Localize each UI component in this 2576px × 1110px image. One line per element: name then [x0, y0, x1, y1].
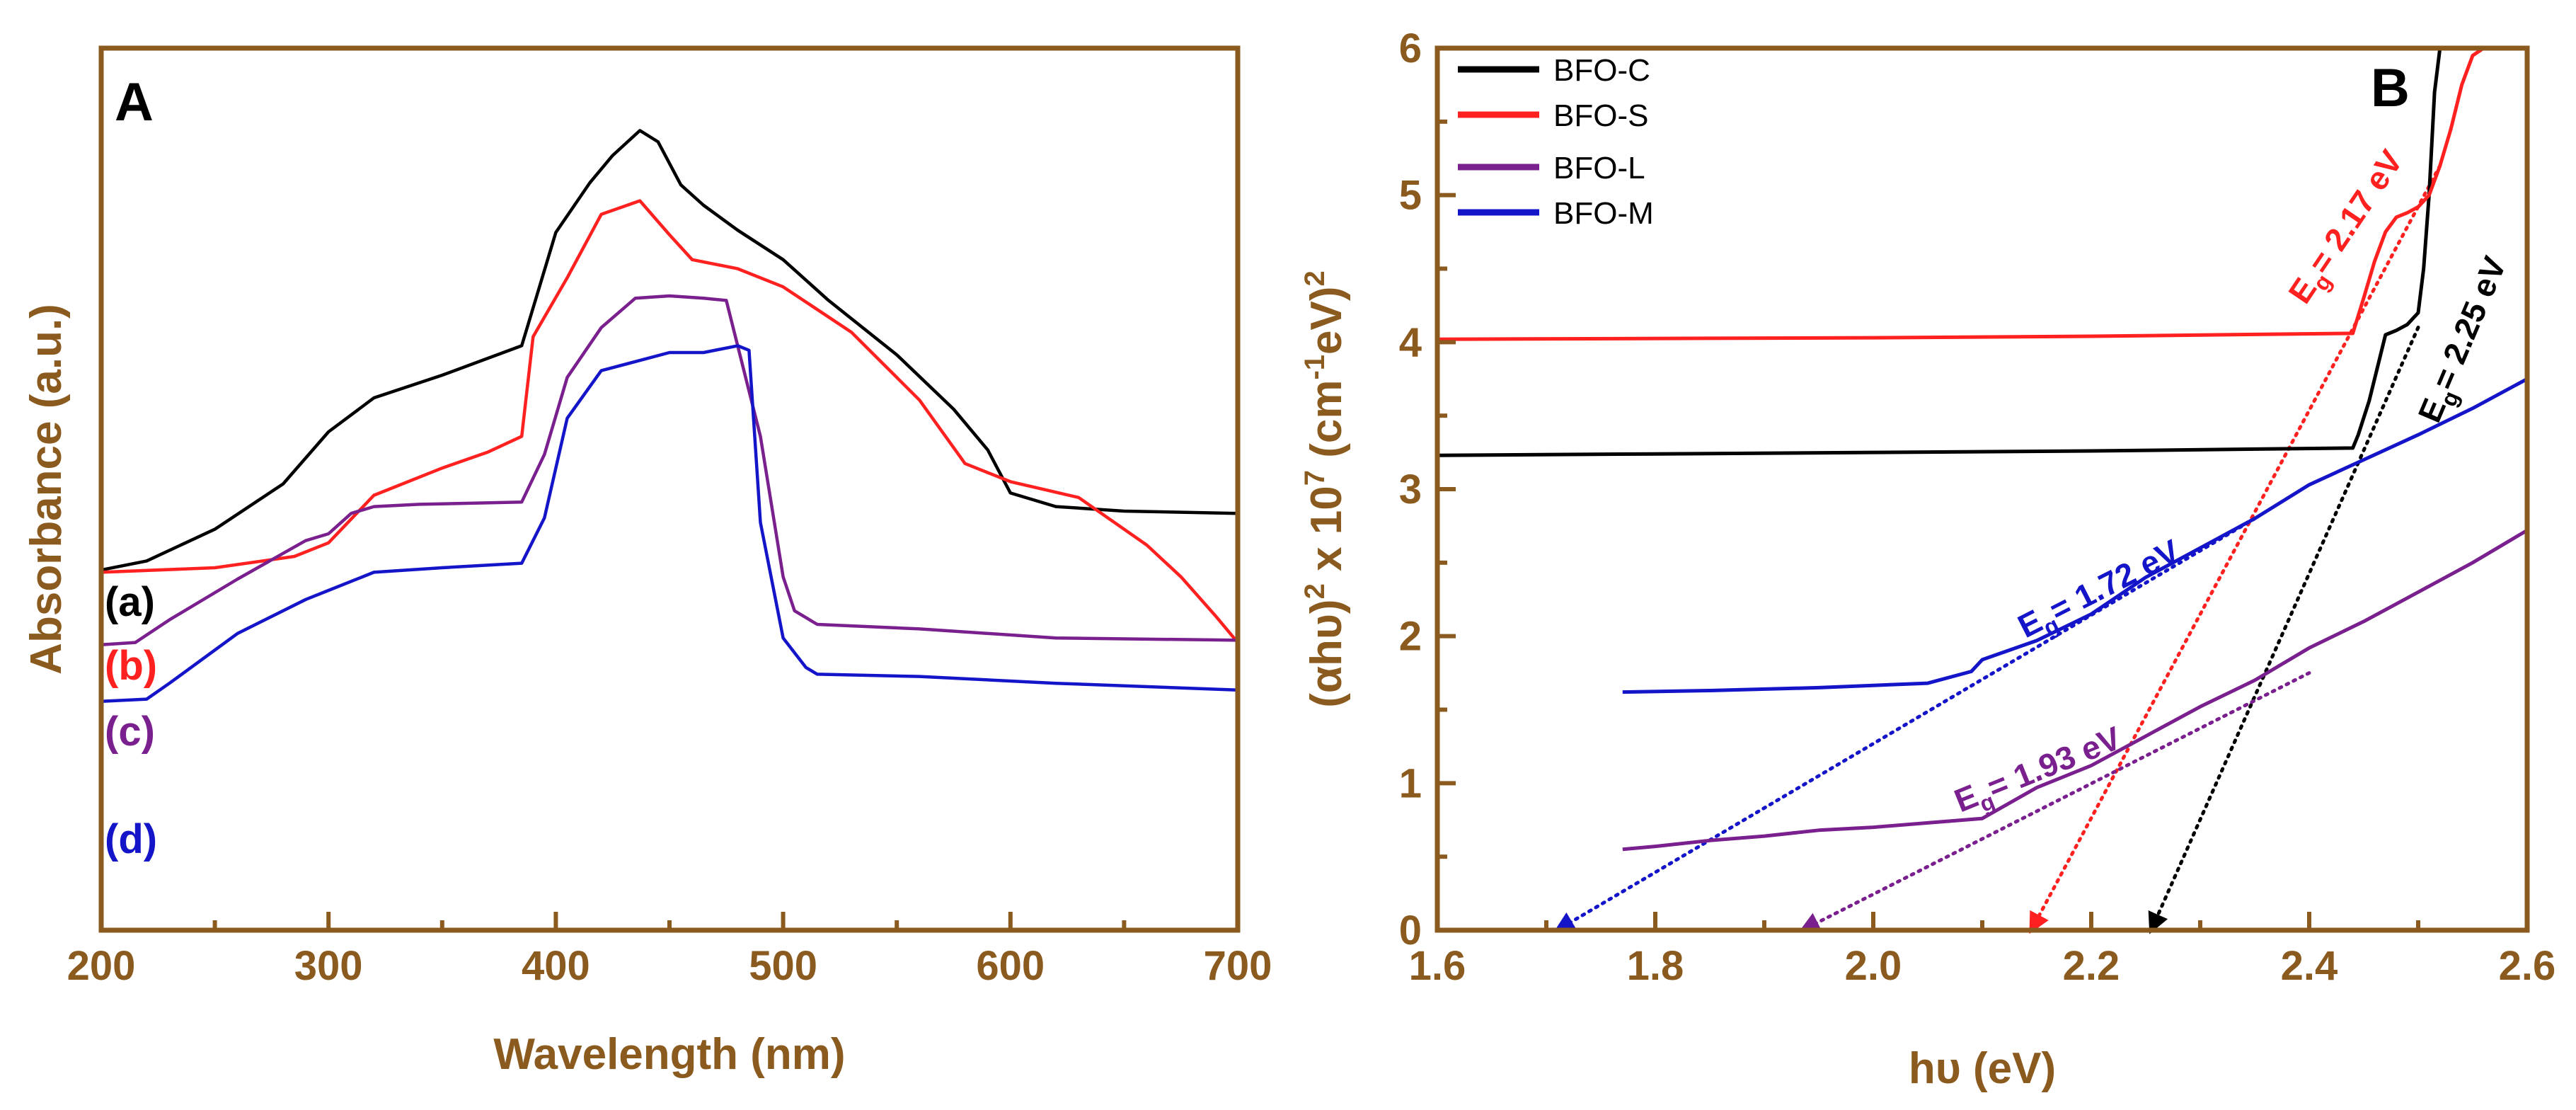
panel-b-series-group — [1437, 48, 2527, 852]
y-tick-label-6: 6 — [1399, 25, 1422, 71]
panel-b-tick-labels: 1.6 1.8 2.0 2.2 2.4 2.6 0 1 2 3 4 5 6 — [1399, 25, 2556, 989]
y-label-part-sup4: 2 — [1299, 270, 1330, 286]
panel-b-legend: BFO-C BFO-S BFO-L BFO-M — [1458, 53, 1654, 231]
panel-b: 1.6 1.8 2.0 2.2 2.4 2.6 0 1 2 3 4 5 6 B BFO-C BFO-S … — [1299, 25, 2555, 1093]
y-label-part-sup3: -1 — [1299, 355, 1330, 380]
panel-a-ticks — [99, 912, 1240, 930]
series-line-bfo-s — [1437, 48, 2485, 341]
panel-a-series-group — [100, 129, 1239, 704]
y-label-part-ev: eV) — [1302, 286, 1351, 354]
legend-label-bfo-m: BFO-M — [1553, 196, 1654, 231]
y-label-part-sup2: 7 — [1299, 470, 1330, 486]
x-tick-label-2.4: 2.4 — [2281, 943, 2338, 989]
series-line-c — [100, 294, 1238, 647]
series-line-d — [100, 344, 1238, 704]
y-label-part-sup1: 2 — [1299, 583, 1330, 599]
series-line-bfo-m — [1622, 377, 2527, 694]
legend-item-bfo-s: BFO-S — [1458, 98, 1648, 133]
curve-label-d: (d) — [105, 816, 157, 862]
series-line-bfo-c — [1437, 48, 2442, 457]
y-tick-label-0: 0 — [1399, 908, 1422, 954]
curve-label-b: (b) — [105, 643, 157, 689]
fit-line-red — [2029, 164, 2442, 934]
panel-a-frame — [98, 45, 1241, 933]
legend-label-bfo-s: BFO-S — [1553, 98, 1648, 133]
x-tick-label-1.6: 1.6 — [1409, 943, 1466, 989]
legend-item-bfo-l: BFO-L — [1458, 151, 1645, 185]
x-tick-label-2.6: 2.6 — [2499, 943, 2556, 989]
fit-line-black — [2148, 326, 2420, 934]
annotation-eg-bfo-c: Eg= 2.25 eV — [2410, 251, 2519, 430]
y-label-part-base: (αhυ) — [1302, 599, 1351, 707]
panel-a-x-axis-label: Wavelength (nm) — [493, 1030, 845, 1079]
panel-a-y-axis-label: Absorbance (a.u.) — [22, 304, 71, 675]
fit-line-purple — [1798, 671, 2311, 932]
panel-b-x-axis-label: hυ (eV) — [1909, 1044, 2056, 1093]
x-tick-label-500: 500 — [749, 943, 817, 989]
curve-label-a: (a) — [105, 579, 155, 625]
panel-b-fit-lines — [1553, 164, 2442, 934]
panel-b-label: B — [2371, 58, 2410, 118]
y-tick-label-2: 2 — [1399, 614, 1422, 660]
legend-item-bfo-m: BFO-M — [1458, 196, 1654, 231]
y-label-part-unit: (cm — [1302, 380, 1351, 470]
annotation-eg-bfo-m: Eg= 1.72 eV — [2012, 532, 2188, 651]
y-label-part-times: x 10 — [1302, 486, 1351, 583]
panel-b-y-axis-label: (αhυ)2 x 107 (cm-1eV)2 — [1299, 270, 1351, 708]
y-tick-label-3: 3 — [1399, 467, 1422, 513]
x-tick-label-2.0: 2.0 — [1845, 943, 1902, 989]
panel-a-tick-labels: 200 300 400 500 600 700 — [67, 943, 1272, 989]
annotation-eg-bfo-s: Eg= 2.17 eV — [2281, 143, 2415, 313]
x-tick-label-1.8: 1.8 — [1627, 943, 1684, 989]
x-tick-label-200: 200 — [67, 943, 136, 989]
panel-a: 200 300 400 500 600 700 A (a) (b) (c) (d) Wav… — [22, 45, 1272, 1079]
annotation-eg-bfo-s-value: = 2.17 eV — [2301, 143, 2410, 280]
series-line-bfo-l — [1622, 528, 2527, 852]
x-tick-label-2.2: 2.2 — [2063, 943, 2120, 989]
legend-item-bfo-c: BFO-C — [1458, 53, 1650, 88]
legend-label-bfo-l: BFO-L — [1553, 151, 1645, 185]
series-line-b — [100, 199, 1239, 644]
legend-label-bfo-c: BFO-C — [1553, 53, 1650, 88]
curve-label-c: (c) — [105, 709, 155, 755]
panel-b-ticks — [1435, 46, 2529, 932]
x-tick-label-300: 300 — [294, 943, 363, 989]
annotation-eg-bfo-c-value: = 2.25 eV — [2425, 251, 2513, 395]
y-tick-label-1: 1 — [1399, 760, 1422, 806]
x-tick-label-700: 700 — [1204, 943, 1272, 989]
y-tick-label-5: 5 — [1399, 173, 1422, 219]
fit-line-blue — [1553, 517, 2257, 933]
x-tick-label-400: 400 — [522, 943, 590, 989]
y-tick-label-4: 4 — [1399, 319, 1422, 365]
annotation-eg-bfo-m-value: = 1.72 eV — [2044, 532, 2186, 629]
series-line-a — [100, 129, 1238, 572]
x-tick-label-600: 600 — [976, 943, 1045, 989]
panel-a-label: A — [115, 72, 154, 132]
